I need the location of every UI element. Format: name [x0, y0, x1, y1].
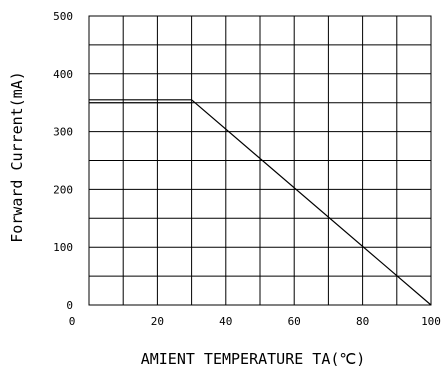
x-tick-label: 20	[151, 315, 164, 328]
y-tick-label: 0	[66, 299, 73, 312]
x-tick-label: 100	[421, 315, 441, 328]
x-tick-labels: 0 20 40 60 80 100	[69, 315, 441, 328]
y-tick-label: 200	[53, 183, 73, 196]
plot-frame	[88, 15, 432, 306]
y-axis-label: Forward Current(mA)	[8, 71, 26, 243]
y-tick-label: 100	[53, 241, 73, 254]
x-tick-label: 0	[69, 315, 76, 328]
series-layer	[89, 99, 432, 306]
y-tick-label: 400	[53, 68, 73, 81]
x-tick-label: 40	[219, 315, 232, 328]
y-tick-label: 300	[53, 126, 73, 139]
x-tick-label: 60	[288, 315, 301, 328]
x-axis-label: AMIENT TEMPERATURE TA(℃)	[141, 350, 366, 368]
x-tick-label: 80	[356, 315, 369, 328]
series-line-0	[89, 99, 432, 306]
grid	[89, 16, 431, 305]
y-tick-labels: 0 100 200 300 400 500	[53, 10, 73, 312]
y-tick-label: 500	[53, 10, 73, 23]
